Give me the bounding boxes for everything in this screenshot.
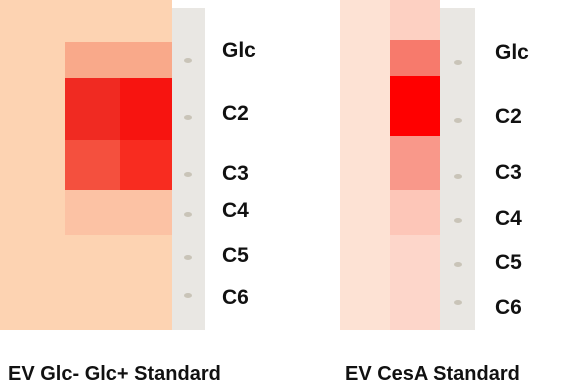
spot [390,76,440,136]
standard-spot [184,212,192,217]
row-label: C4 [495,208,522,229]
row-label: C4 [222,200,249,221]
row-label: C5 [222,245,249,266]
spot [120,140,172,190]
spot [390,0,440,40]
lane-caption: EV Glc- Glc+ Standard [8,364,221,384]
standard-spot [184,255,192,260]
figure: Glc C2 C3 C4 C5 C6 EV Glc- Glc+ Standard… [0,0,579,389]
standard-spot [184,172,192,177]
standard-lane [172,8,205,330]
spot [65,140,120,190]
row-label: C5 [495,252,522,273]
standard-spot [184,293,192,298]
row-label: Glc [495,42,529,63]
spot [65,42,172,78]
spot [390,40,440,76]
spot [120,78,172,140]
standard-spot [454,262,462,267]
standard-spot [454,118,462,123]
standard-spot [454,218,462,223]
row-label: C2 [495,106,522,127]
spot [65,78,120,140]
row-label: Glc [222,40,256,61]
standard-spot [454,60,462,65]
row-label: C2 [222,103,249,124]
standard-spot [184,115,192,120]
lane-caption: EV CesA Standard [345,364,520,384]
standard-spot [454,300,462,305]
spot [390,136,440,190]
spot [65,190,172,235]
spot [390,190,440,235]
spot [390,235,440,330]
row-label: C6 [222,287,249,308]
row-label: C6 [495,297,522,318]
row-label: C3 [495,162,522,183]
row-label: C3 [222,163,249,184]
standard-spot [184,58,192,63]
standard-lane [440,8,475,330]
standard-spot [454,174,462,179]
